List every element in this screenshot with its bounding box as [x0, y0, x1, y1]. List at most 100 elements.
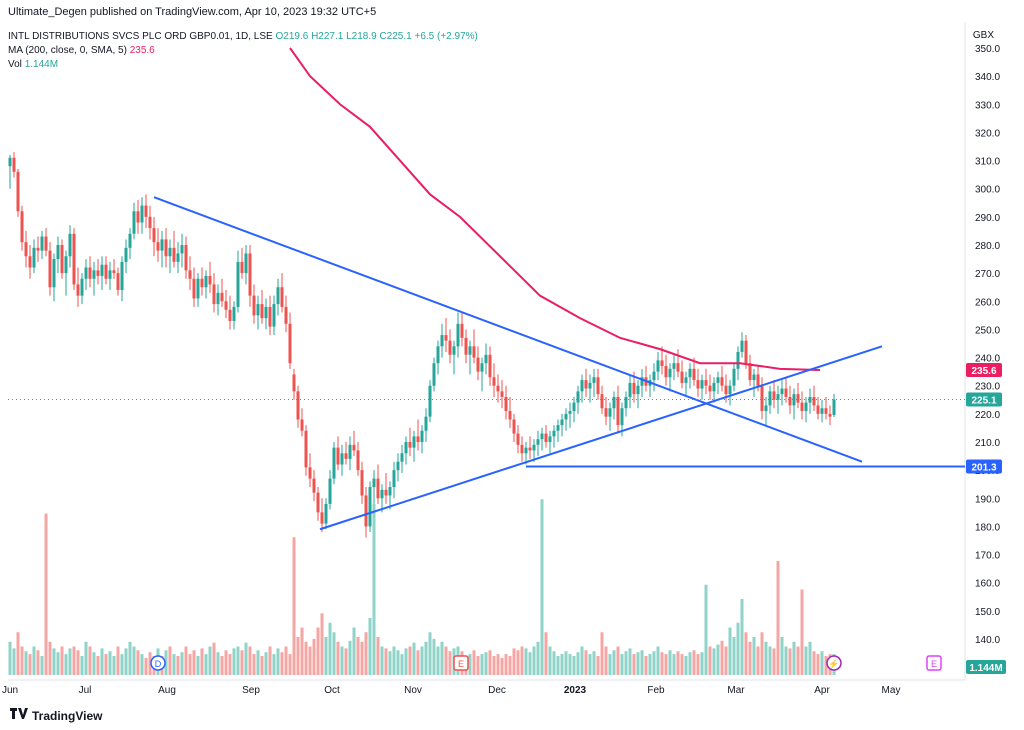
volume-bar	[396, 650, 400, 675]
volume-bar	[376, 637, 380, 675]
volume-bar	[424, 641, 428, 675]
volume-bar	[676, 651, 680, 675]
candle-body	[600, 394, 604, 409]
candle-body	[392, 470, 396, 488]
volume-bar	[528, 652, 532, 675]
candle-body	[124, 247, 128, 262]
candle-body	[584, 380, 588, 389]
candle-body	[540, 433, 544, 440]
volume-bar	[812, 651, 816, 675]
candle-body	[752, 374, 756, 381]
volume-bar	[80, 656, 84, 675]
brand-name[interactable]: TradingView	[32, 708, 103, 723]
candle-body	[764, 405, 768, 412]
volume-bar	[84, 641, 88, 675]
volume-bar	[708, 646, 712, 675]
candle-body	[200, 278, 204, 288]
candle-body	[164, 239, 168, 257]
candle-body	[384, 489, 388, 496]
candle-body	[268, 306, 272, 327]
vol-label: Vol	[8, 59, 22, 70]
candle-body	[588, 382, 592, 389]
volume-bar	[336, 641, 340, 675]
vol-value: 1.144M	[24, 59, 59, 70]
candle-body	[264, 306, 268, 319]
candle-body	[92, 270, 96, 279]
time-tick-label: May	[882, 685, 901, 696]
price-tick-label: 320.0	[975, 128, 1000, 139]
candle-body	[132, 211, 136, 234]
candle-body	[8, 157, 12, 167]
volume-bar	[224, 650, 228, 675]
candle-body	[652, 371, 656, 381]
candle-body	[616, 396, 620, 426]
candle-body	[680, 371, 684, 383]
earnings-marker-icon	[453, 655, 469, 671]
candle-body	[40, 236, 44, 251]
volume-bar	[392, 646, 396, 675]
volume-bar	[652, 651, 656, 675]
price-label-text: 235.6	[971, 366, 996, 377]
volume-bar	[132, 646, 136, 675]
candle-body	[140, 205, 144, 223]
candle-body	[708, 385, 712, 392]
volume-bar	[184, 646, 188, 675]
candle-body	[32, 247, 36, 268]
volume-bar	[204, 654, 208, 675]
volume-bar	[524, 648, 528, 675]
earnings-upcoming-marker-letter: E	[931, 659, 937, 669]
price-tick-label: 220.0	[975, 410, 1000, 421]
candle-body	[572, 402, 576, 412]
candle-body	[812, 396, 816, 406]
volume-bar	[728, 627, 732, 675]
candle-body	[664, 366, 668, 378]
volume-bar	[440, 641, 444, 675]
price-label-text: 225.1	[971, 396, 996, 407]
candle-body	[360, 470, 364, 496]
candle-body	[260, 304, 264, 319]
symbol-name: INTL DISTRIBUTIONS SVCS PLC ORD GBP0.01,…	[8, 31, 273, 42]
candle-body	[476, 357, 480, 372]
volume-bar	[472, 650, 476, 675]
volume-bar	[44, 513, 48, 675]
candle-body	[808, 396, 812, 403]
candle-body	[60, 245, 64, 274]
candle-body	[336, 447, 340, 465]
volume-bar	[560, 654, 564, 675]
volume-bar	[532, 646, 536, 675]
footer: TradingView	[10, 708, 102, 723]
volume-bar	[732, 637, 736, 675]
time-tick-label: Sep	[242, 685, 260, 696]
candle-body	[656, 360, 660, 372]
volume-bar	[268, 646, 272, 675]
volume-bar	[28, 654, 32, 675]
candle-body	[800, 402, 804, 412]
volume-bar	[208, 646, 212, 675]
candle-body	[76, 284, 80, 296]
volume-bar	[408, 646, 412, 675]
volume-bar	[512, 648, 516, 675]
candle-body	[44, 236, 48, 251]
volume-bar	[724, 646, 728, 675]
candle-body	[756, 374, 760, 386]
candle-body	[416, 436, 420, 442]
candle-body	[272, 304, 276, 327]
volume-bar	[244, 642, 248, 675]
candle-body	[464, 337, 468, 355]
price-tick-label: 230.0	[975, 382, 1000, 393]
volume-bar	[292, 537, 296, 675]
volume-bar	[168, 646, 172, 675]
candle-body	[220, 292, 224, 302]
candle-body	[296, 391, 300, 420]
candle-body	[216, 292, 220, 305]
volume-bar	[788, 648, 792, 675]
earnings-marker-letter: E	[458, 659, 464, 669]
volume-bar	[48, 641, 52, 675]
candle-body	[56, 245, 60, 260]
volume-bar	[796, 646, 800, 675]
legend-vol-row: Vol 1.144M	[8, 58, 478, 72]
volume-bar	[552, 651, 556, 675]
volume-bar	[232, 648, 236, 675]
candle-body	[816, 405, 820, 414]
